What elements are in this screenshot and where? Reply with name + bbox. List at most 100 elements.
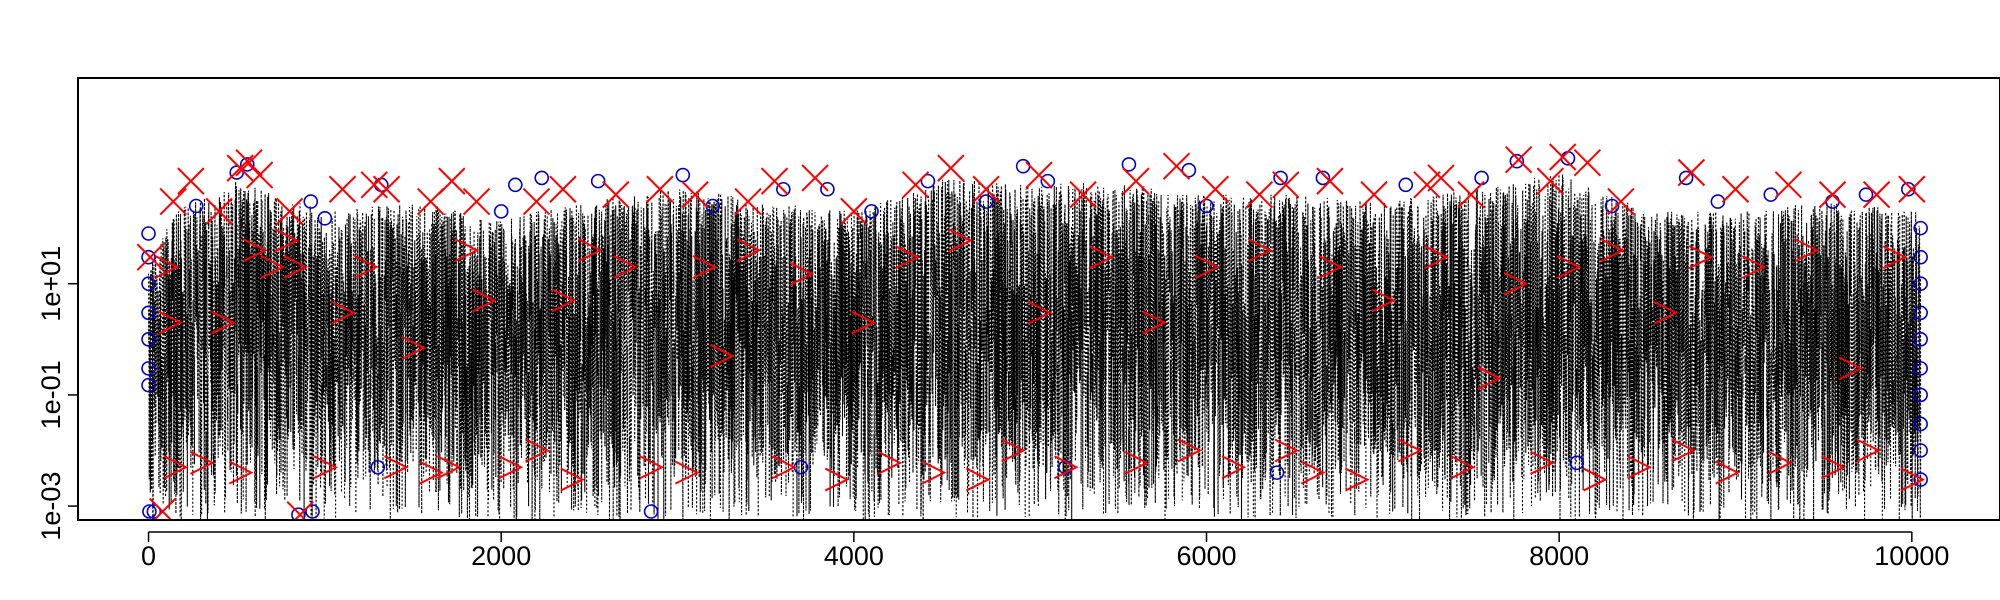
x-tick-label: 10000 bbox=[1874, 541, 1949, 571]
marker-chevron bbox=[1653, 300, 1679, 325]
marker-circle bbox=[291, 507, 306, 520]
marker-chevron bbox=[851, 310, 876, 335]
marker-x bbox=[245, 161, 274, 189]
marker-circle bbox=[370, 459, 386, 475]
marker-chevron bbox=[1089, 245, 1114, 270]
marker-circle bbox=[146, 504, 162, 519]
marker-circle bbox=[229, 165, 244, 180]
marker-circle bbox=[1913, 305, 1928, 321]
marker-circle bbox=[1913, 361, 1928, 376]
marker-chevron bbox=[1556, 255, 1582, 279]
y-tick-label: 1e-03 bbox=[36, 472, 66, 541]
marker-chevron bbox=[1424, 245, 1449, 270]
marker-x bbox=[328, 175, 357, 203]
marker-chevron bbox=[789, 262, 815, 286]
marker-chevron bbox=[419, 460, 444, 485]
x-tick-label: 2000 bbox=[471, 541, 531, 571]
marker-x bbox=[1862, 180, 1891, 209]
marker-x bbox=[438, 167, 466, 195]
marker-x bbox=[462, 187, 491, 216]
marker-chevron bbox=[1741, 255, 1767, 279]
marker-circle bbox=[141, 305, 156, 321]
marker-chevron bbox=[1195, 255, 1220, 279]
marker-chevron bbox=[1688, 245, 1714, 270]
marker-circle bbox=[590, 173, 606, 189]
marker-chevron bbox=[353, 255, 379, 279]
marker-chevron bbox=[1856, 438, 1881, 463]
series-line bbox=[147, 174, 1922, 520]
marker-circle bbox=[1913, 472, 1928, 487]
marker-circle bbox=[1181, 162, 1197, 178]
marker-circle bbox=[1913, 332, 1928, 347]
marker-x bbox=[1573, 149, 1602, 177]
marker-chevron bbox=[1768, 450, 1793, 475]
marker-x bbox=[760, 167, 789, 195]
marker-x bbox=[1069, 180, 1097, 209]
marker-chevron bbox=[1177, 438, 1203, 463]
marker-chevron bbox=[454, 238, 480, 263]
marker-x bbox=[1162, 152, 1191, 180]
x-axis: 0 2000 4000 6000 8000 10000 bbox=[141, 531, 1949, 571]
marker-circle bbox=[317, 211, 333, 226]
marker-x bbox=[549, 175, 577, 203]
marker-chevron bbox=[824, 467, 850, 492]
marker-x bbox=[734, 187, 762, 216]
marker-chevron bbox=[1450, 455, 1476, 480]
marker-x bbox=[286, 501, 314, 520]
marker-chevron bbox=[163, 455, 189, 480]
marker-circle bbox=[864, 204, 879, 219]
marker-x bbox=[1360, 180, 1388, 209]
marker-x bbox=[159, 187, 187, 216]
marker-chevron bbox=[331, 300, 356, 325]
marker-chevron bbox=[1300, 460, 1326, 485]
marker-chevron bbox=[1221, 455, 1247, 480]
marker-chevron bbox=[401, 336, 427, 360]
x-tick-label: 0 bbox=[141, 541, 156, 571]
marker-circle bbox=[239, 157, 255, 172]
marker-circle bbox=[920, 173, 936, 189]
marker-chevron bbox=[1882, 245, 1908, 270]
marker-x bbox=[801, 164, 829, 192]
marker-circle bbox=[141, 249, 156, 265]
marker-chevron bbox=[613, 255, 638, 279]
marker-chevron bbox=[1344, 467, 1370, 492]
marker-x bbox=[1898, 175, 1926, 203]
marker-circle bbox=[507, 177, 523, 193]
x-tick-label: 8000 bbox=[1529, 541, 1589, 571]
marker-chevron bbox=[211, 310, 236, 335]
marker-chevron bbox=[577, 238, 603, 263]
marker-x bbox=[681, 180, 709, 209]
marker-chevron bbox=[1627, 455, 1652, 480]
marker-x bbox=[1536, 167, 1565, 195]
marker-x bbox=[177, 167, 205, 195]
marker-chevron bbox=[1600, 238, 1626, 263]
series-layer bbox=[136, 143, 1928, 520]
marker-x bbox=[1122, 167, 1150, 195]
marker-chevron bbox=[472, 288, 497, 313]
marker-chevron bbox=[1715, 460, 1740, 485]
marker-x bbox=[646, 175, 674, 203]
marker-circle bbox=[1913, 249, 1928, 265]
marker-circle bbox=[776, 181, 791, 197]
marker-circle bbox=[142, 504, 157, 519]
marker-chevron bbox=[674, 460, 700, 485]
marker-chevron bbox=[560, 467, 585, 492]
marker-circle bbox=[1273, 170, 1288, 186]
marker-circle bbox=[643, 504, 659, 519]
marker-x bbox=[937, 154, 965, 182]
marker-x bbox=[136, 243, 165, 271]
marker-circle bbox=[1509, 153, 1525, 169]
marker-x bbox=[1245, 180, 1274, 209]
marker-chevron bbox=[383, 455, 409, 480]
marker-circle bbox=[978, 194, 994, 209]
x-tick-label: 4000 bbox=[824, 541, 884, 571]
marker-chevron bbox=[877, 450, 903, 475]
marker-chevron bbox=[1124, 450, 1150, 475]
marker-circle bbox=[141, 276, 156, 292]
marker-x bbox=[1774, 171, 1803, 199]
marker-circle bbox=[1269, 465, 1285, 480]
marker-x bbox=[1721, 175, 1750, 203]
marker-circle bbox=[1604, 198, 1620, 214]
marker-chevron bbox=[948, 228, 973, 253]
